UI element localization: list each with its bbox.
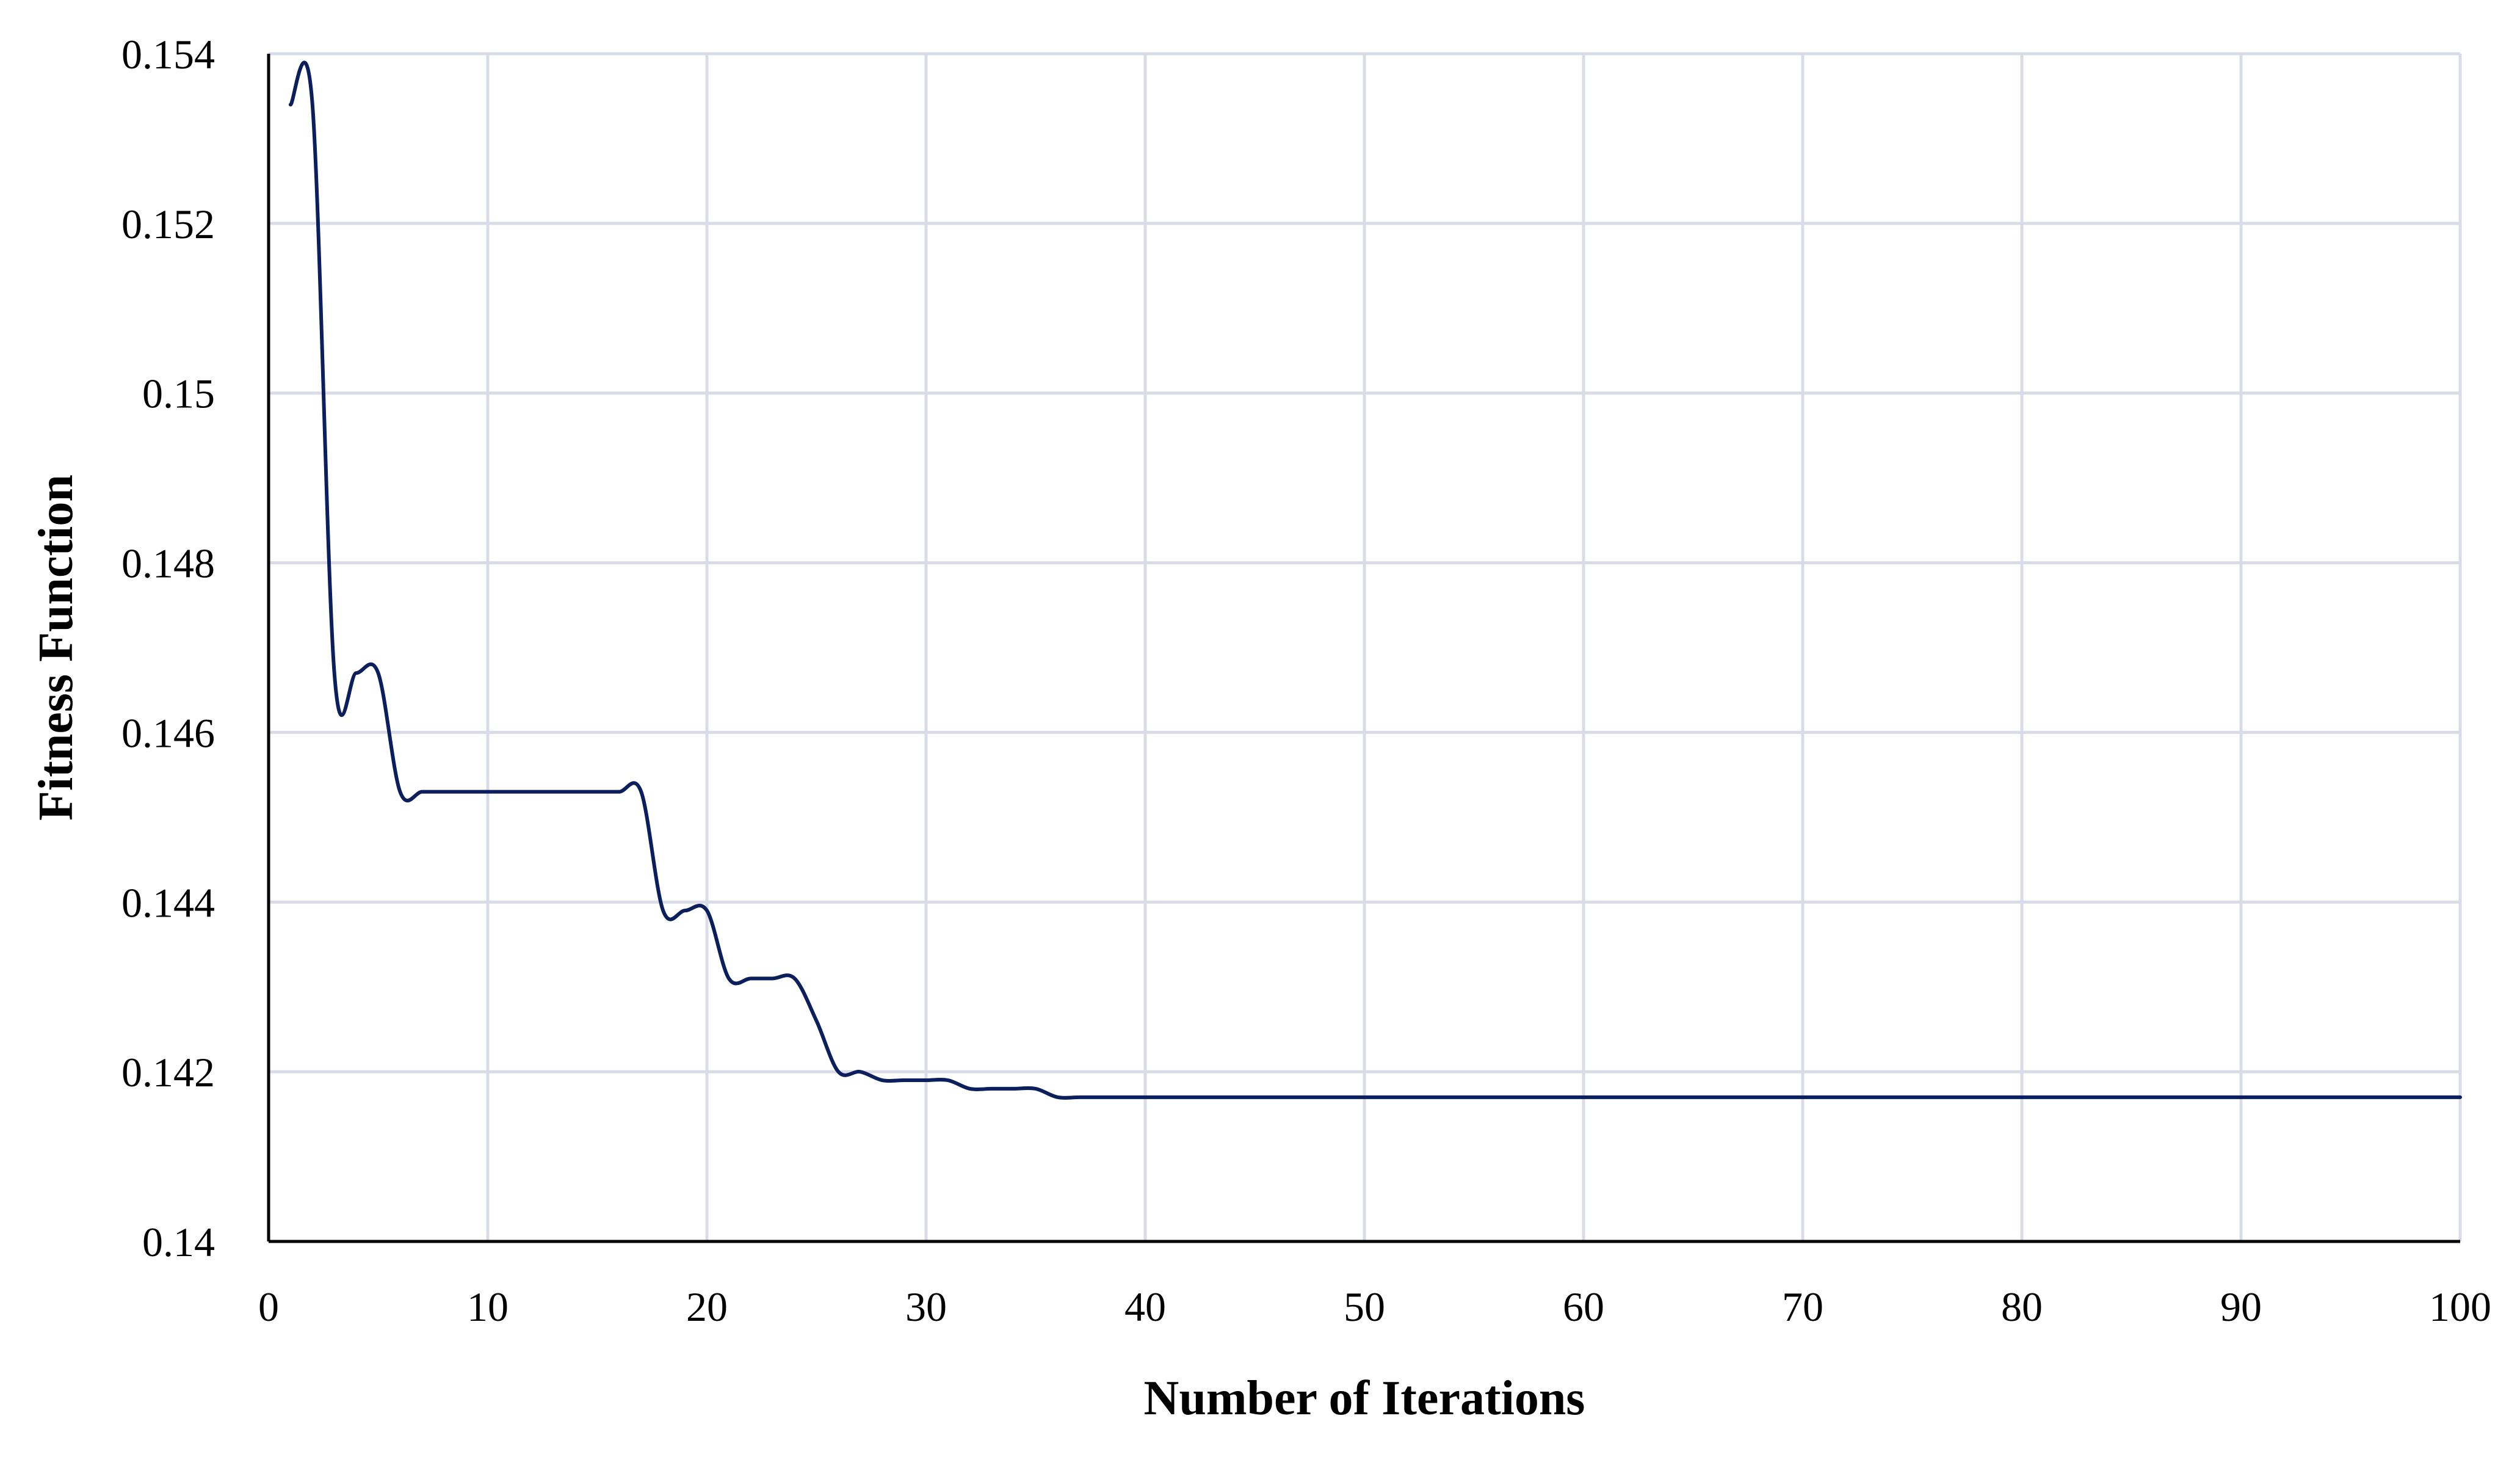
x-tick-label: 90	[2220, 1284, 2262, 1330]
y-tick-label: 0.152	[121, 201, 215, 247]
series-line	[288, 60, 2462, 1100]
x-tick-label: 80	[2001, 1284, 2043, 1330]
y-tick-label: 0.148	[121, 540, 215, 587]
x-axis-title: Number of Iterations	[1144, 1372, 1585, 1425]
y-tick-label: 0.144	[121, 879, 215, 926]
x-tick-label: 60	[1563, 1284, 1604, 1330]
x-tick-label: 30	[905, 1284, 947, 1330]
x-tick-label: 50	[1344, 1284, 1385, 1330]
x-tick-label: 0	[258, 1284, 279, 1330]
y-tick-label: 0.142	[121, 1049, 215, 1095]
x-tick-label: 40	[1124, 1284, 1166, 1330]
y-axis-title: Fitness Function	[29, 474, 83, 821]
x-tick-label: 20	[686, 1284, 728, 1330]
y-tick-labels: 0.14 0.142 0.144 0.146 0.148 0.15 0.152 0.154	[121, 31, 215, 1265]
y-tick-label: 0.15	[142, 371, 215, 417]
x-tick-labels: 0 10 20 30 40 50 60 70 80 90 100	[258, 1284, 2491, 1330]
series-group	[288, 60, 2462, 1100]
x-tick-label: 100	[2429, 1284, 2491, 1330]
grid	[269, 52, 2462, 1241]
axes	[267, 54, 2460, 1243]
y-tick-label: 0.14	[142, 1219, 215, 1265]
x-tick-label: 70	[1782, 1284, 1823, 1330]
x-tick-label: 10	[467, 1284, 509, 1330]
y-tick-label: 0.146	[121, 710, 215, 756]
y-tick-label: 0.154	[121, 31, 215, 78]
